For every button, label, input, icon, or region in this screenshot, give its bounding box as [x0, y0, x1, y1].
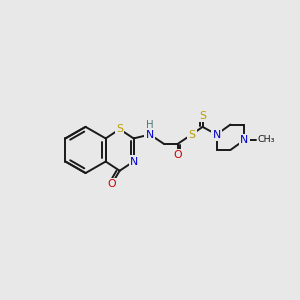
Text: N: N: [212, 130, 221, 140]
Text: O: O: [173, 150, 182, 160]
Text: O: O: [108, 179, 116, 189]
Text: S: S: [188, 130, 195, 140]
Text: S: S: [116, 124, 123, 134]
Text: H: H: [146, 120, 154, 130]
Text: N: N: [130, 157, 139, 166]
Text: N: N: [146, 130, 154, 140]
Text: S: S: [199, 111, 206, 121]
Text: N: N: [240, 135, 249, 145]
Text: CH₃: CH₃: [258, 135, 275, 144]
